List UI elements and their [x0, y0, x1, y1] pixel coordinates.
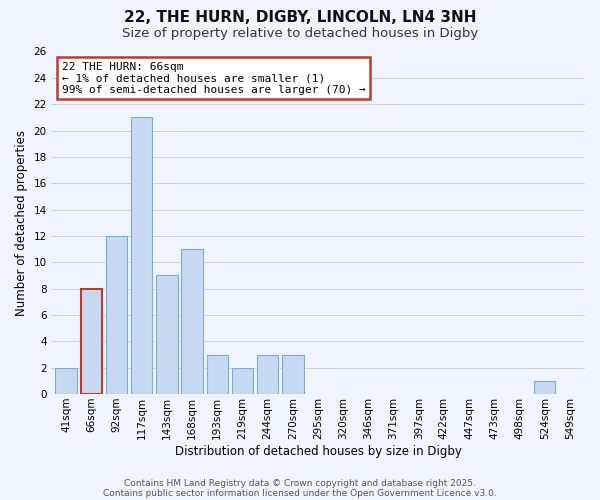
Bar [131, 118, 152, 394]
Text: Contains public sector information licensed under the Open Government Licence v3: Contains public sector information licen… [103, 488, 497, 498]
Bar [257, 354, 278, 394]
Bar [232, 368, 253, 394]
Bar [534, 381, 556, 394]
Text: Size of property relative to detached houses in Digby: Size of property relative to detached ho… [122, 28, 478, 40]
Text: Contains HM Land Registry data © Crown copyright and database right 2025.: Contains HM Land Registry data © Crown c… [124, 478, 476, 488]
Bar [181, 249, 203, 394]
Y-axis label: Number of detached properties: Number of detached properties [15, 130, 28, 316]
X-axis label: Distribution of detached houses by size in Digby: Distribution of detached houses by size … [175, 444, 461, 458]
Bar [282, 354, 304, 394]
Bar [206, 354, 228, 394]
Text: 22, THE HURN, DIGBY, LINCOLN, LN4 3NH: 22, THE HURN, DIGBY, LINCOLN, LN4 3NH [124, 10, 476, 25]
Bar [55, 368, 77, 394]
Text: 22 THE HURN: 66sqm
← 1% of detached houses are smaller (1)
99% of semi-detached : 22 THE HURN: 66sqm ← 1% of detached hous… [62, 62, 365, 95]
Bar [156, 276, 178, 394]
Bar [80, 288, 102, 394]
Bar [106, 236, 127, 394]
